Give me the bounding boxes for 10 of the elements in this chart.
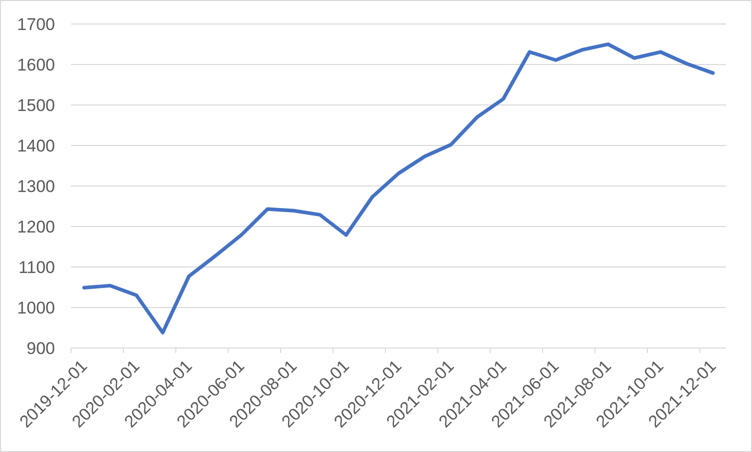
y-tick-label: 1400 bbox=[17, 136, 55, 156]
y-tick-label: 1200 bbox=[17, 218, 55, 237]
y-tick-label: 1700 bbox=[17, 15, 55, 34]
y-tick-label: 900 bbox=[26, 339, 55, 358]
y-tick-label: 1600 bbox=[17, 56, 55, 75]
y-tick-label: 1100 bbox=[18, 258, 55, 278]
y-tick-label: 1300 bbox=[17, 177, 55, 196]
line-series bbox=[82, 42, 715, 334]
y-tick-label: 1500 bbox=[17, 96, 55, 116]
y-tick-label: 1000 bbox=[17, 298, 55, 318]
